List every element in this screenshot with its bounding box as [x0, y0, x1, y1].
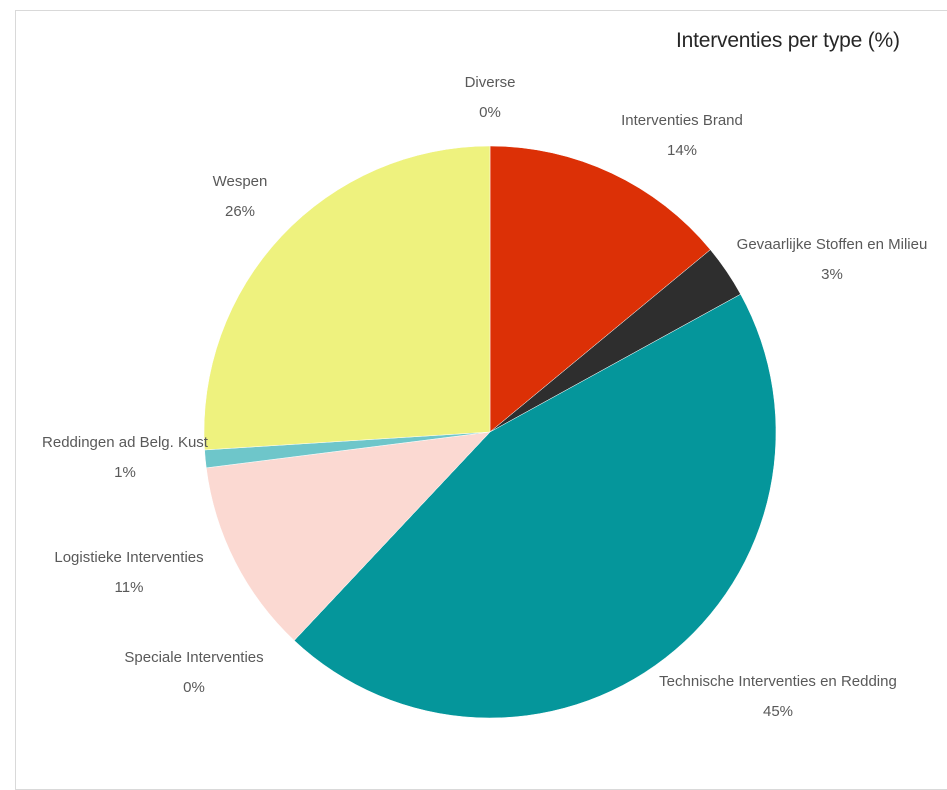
pie-slice-wespen[interactable]: [203, 145, 491, 451]
pie-slices: [203, 145, 777, 719]
slice-value-label: 11%: [115, 579, 144, 596]
slice-value-label: 3%: [821, 266, 843, 283]
slice-label-technische-interventies-en-redding: Technische Interventies en Redding 45%: [659, 673, 897, 720]
slice-value-label: 0%: [183, 679, 205, 696]
slice-name-label: Speciale Interventies: [124, 649, 263, 666]
slice-name-label: Interventies Brand: [621, 112, 743, 129]
pie-slice-technische-interventies-en-redding[interactable]: [293, 293, 777, 719]
slice-label-reddingen-ad-belg-kust: Reddingen ad Belg. Kust 1%: [42, 434, 209, 481]
slice-name-label: Diverse: [465, 74, 516, 91]
slice-label-speciale-interventies: Speciale Interventies 0%: [124, 649, 263, 696]
pie-labels: Interventies Brand 14% Gevaarlijke Stoffen…: [42, 74, 927, 720]
chart-title: Interventies per type (%): [676, 29, 900, 52]
slice-label-gevaarlijke-stoffen-en-milieu: Gevaarlijke Stoffen en Milieu 3%: [737, 236, 928, 283]
pie-slice-logistieke-interventies[interactable]: [205, 431, 491, 641]
slice-name-label: Reddingen ad Belg. Kust: [42, 434, 209, 451]
slice-value-label: 14%: [667, 142, 697, 159]
slice-value-label: 1%: [114, 464, 136, 481]
slice-label-interventies-brand: Interventies Brand 14%: [621, 112, 743, 159]
slice-name-label: Technische Interventies en Redding: [659, 673, 897, 690]
slice-value-label: 45%: [763, 703, 793, 720]
slice-name-label: Gevaarlijke Stoffen en Milieu: [737, 236, 928, 253]
pie-slice-interventies-brand[interactable]: [489, 145, 711, 433]
slice-label-wespen: Wespen 26%: [213, 173, 268, 220]
slice-value-label: 26%: [225, 203, 255, 220]
slice-value-label: 0%: [479, 104, 501, 121]
slice-label-logistieke-interventies: Logistieke Interventies 11%: [54, 549, 203, 596]
slice-name-label: Logistieke Interventies: [54, 549, 203, 566]
slice-label-diverse: Diverse 0%: [465, 74, 516, 121]
slice-name-label: Wespen: [213, 173, 268, 190]
